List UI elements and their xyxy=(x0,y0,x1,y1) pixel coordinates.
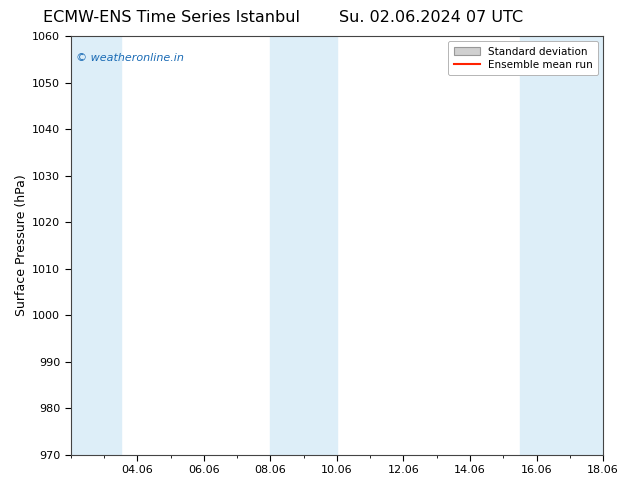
Bar xyxy=(520,36,603,455)
Bar xyxy=(270,36,337,455)
Text: ECMW-ENS Time Series Istanbul: ECMW-ENS Time Series Istanbul xyxy=(42,10,300,25)
Bar xyxy=(71,36,120,455)
Text: Su. 02.06.2024 07 UTC: Su. 02.06.2024 07 UTC xyxy=(339,10,523,25)
Legend: Standard deviation, Ensemble mean run: Standard deviation, Ensemble mean run xyxy=(448,41,598,75)
Y-axis label: Surface Pressure (hPa): Surface Pressure (hPa) xyxy=(15,174,28,316)
Text: © weatheronline.in: © weatheronline.in xyxy=(76,53,184,63)
